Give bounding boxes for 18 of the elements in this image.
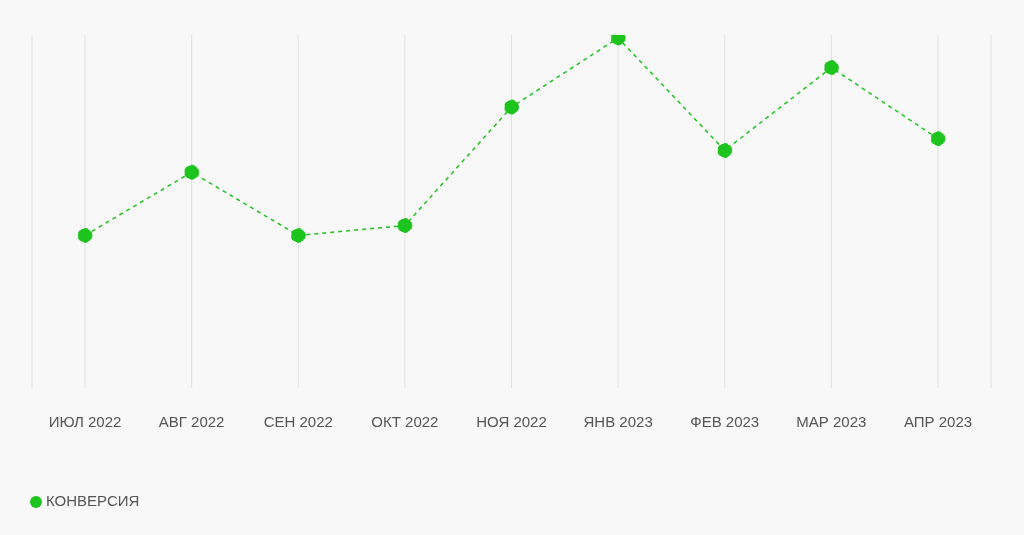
point: [184, 164, 200, 180]
x-tick-label: СЕН 2022: [263, 412, 333, 430]
x-tick-label: ИЮЛ 2022: [48, 412, 122, 430]
x-tick-label: АВГ 2022: [158, 412, 225, 430]
x-tick-label: МАР 2023: [796, 412, 867, 430]
x-tick-label: ЯНВ 2023: [583, 412, 653, 430]
point: [397, 218, 413, 234]
point: [77, 227, 93, 243]
x-tick-label: АПР 2023: [903, 412, 973, 430]
point: [290, 227, 306, 243]
x-tick-label: НОЯ 2022: [476, 412, 547, 430]
point: [823, 60, 839, 76]
point: [717, 143, 733, 158]
point: [930, 131, 946, 147]
x-tick-label: ОКТ 2022: [371, 412, 439, 430]
x-tick-label: ФЕВ 2023: [690, 412, 760, 430]
legend-label: КОНВЕРСИЯ: [46, 492, 140, 509]
point: [504, 99, 519, 115]
